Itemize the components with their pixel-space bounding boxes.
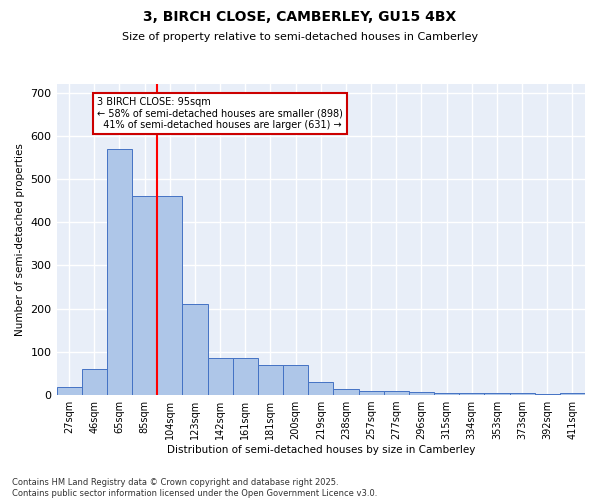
Bar — [308, 382, 334, 395]
Bar — [208, 358, 233, 395]
Bar — [258, 365, 283, 395]
Bar — [535, 394, 560, 395]
Bar — [157, 196, 182, 395]
Text: 3 BIRCH CLOSE: 95sqm
← 58% of semi-detached houses are smaller (898)
  41% of se: 3 BIRCH CLOSE: 95sqm ← 58% of semi-detac… — [97, 97, 343, 130]
Y-axis label: Number of semi-detached properties: Number of semi-detached properties — [15, 143, 25, 336]
Bar — [459, 393, 484, 395]
X-axis label: Distribution of semi-detached houses by size in Camberley: Distribution of semi-detached houses by … — [167, 445, 475, 455]
Bar — [434, 393, 459, 395]
Text: Contains HM Land Registry data © Crown copyright and database right 2025.
Contai: Contains HM Land Registry data © Crown c… — [12, 478, 377, 498]
Bar — [484, 393, 509, 395]
Bar — [383, 391, 409, 395]
Bar — [107, 149, 132, 395]
Bar — [283, 365, 308, 395]
Bar — [56, 388, 82, 395]
Bar — [233, 358, 258, 395]
Bar — [182, 304, 208, 395]
Bar — [560, 393, 585, 395]
Bar — [509, 393, 535, 395]
Text: 3, BIRCH CLOSE, CAMBERLEY, GU15 4BX: 3, BIRCH CLOSE, CAMBERLEY, GU15 4BX — [143, 10, 457, 24]
Bar — [409, 392, 434, 395]
Bar — [359, 391, 383, 395]
Bar — [132, 196, 157, 395]
Bar — [82, 369, 107, 395]
Text: Size of property relative to semi-detached houses in Camberley: Size of property relative to semi-detach… — [122, 32, 478, 42]
Bar — [334, 389, 359, 395]
Title: 3, BIRCH CLOSE, CAMBERLEY, GU15 4BX
Size of property relative to semi-detached h: 3, BIRCH CLOSE, CAMBERLEY, GU15 4BX Size… — [0, 499, 1, 500]
